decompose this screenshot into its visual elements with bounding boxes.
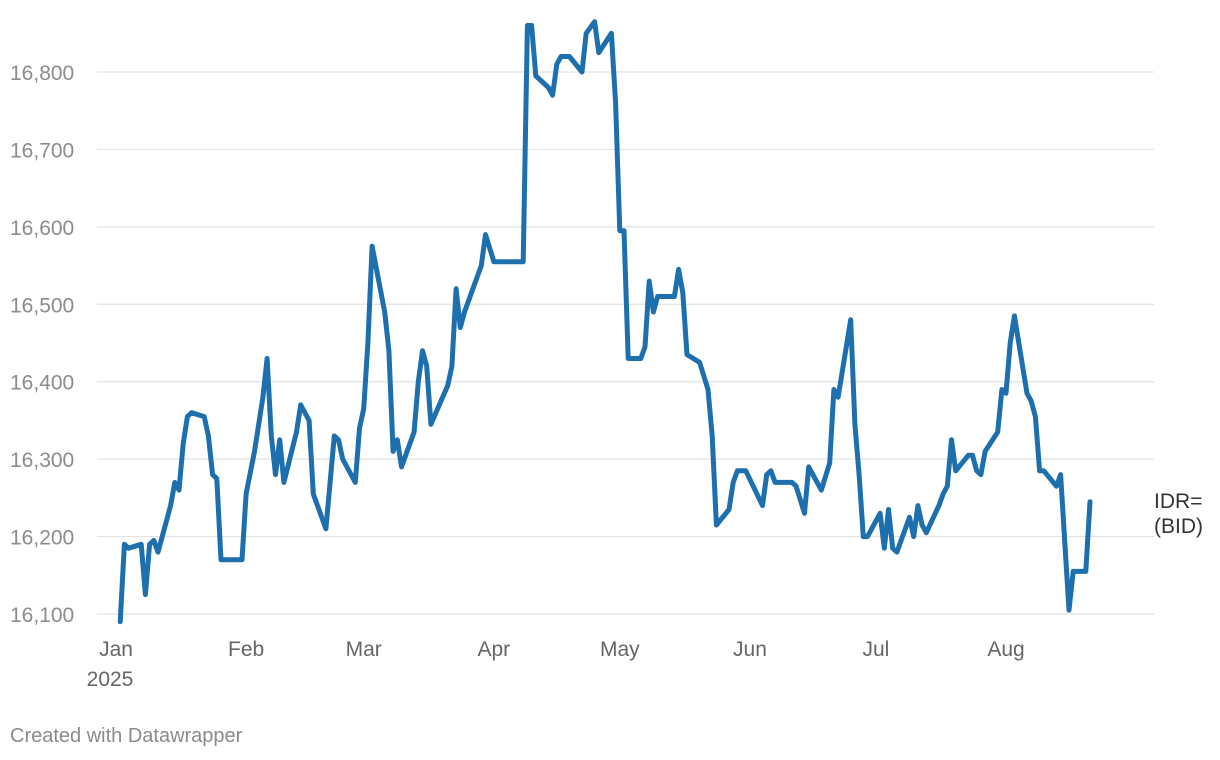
x-tick-label: Jun	[733, 638, 767, 661]
x-axis: Jan 2025 Feb Mar Apr May Jun Jul Aug	[87, 638, 1025, 691]
x-tick-sublabel: 2025	[87, 668, 134, 691]
y-tick-label: 16,600	[10, 217, 74, 240]
x-tick-label: Jul	[862, 638, 889, 661]
x-tick-label: Feb	[228, 638, 264, 661]
x-tick-label: Mar	[346, 638, 382, 661]
y-axis: 16,100 16,200 16,300 16,400 16,500 16,600 16,7…	[10, 62, 74, 627]
x-tick-label: Aug	[987, 638, 1024, 661]
y-tick-label: 16,800	[10, 62, 74, 85]
y-tick-label: 16,200	[10, 527, 74, 550]
credit-text: Created with Datawrapper	[10, 725, 243, 747]
y-tick-label: 16,700	[10, 139, 74, 162]
x-tick-label: Jan	[99, 638, 133, 661]
series-label: (BID)	[1154, 515, 1203, 538]
series-layer	[117, 19, 1093, 625]
y-tick-label: 16,300	[10, 449, 74, 472]
y-tick-label: 16,500	[10, 294, 74, 317]
series-labels: IDR=(BID)	[1154, 490, 1203, 538]
x-tick-label: May	[600, 638, 640, 661]
y-tick-label: 16,100	[10, 604, 74, 627]
y-tick-label: 16,400	[10, 372, 74, 395]
series-label: IDR=	[1154, 490, 1202, 513]
series-line	[117, 19, 1093, 625]
x-tick-label: Apr	[478, 638, 511, 661]
